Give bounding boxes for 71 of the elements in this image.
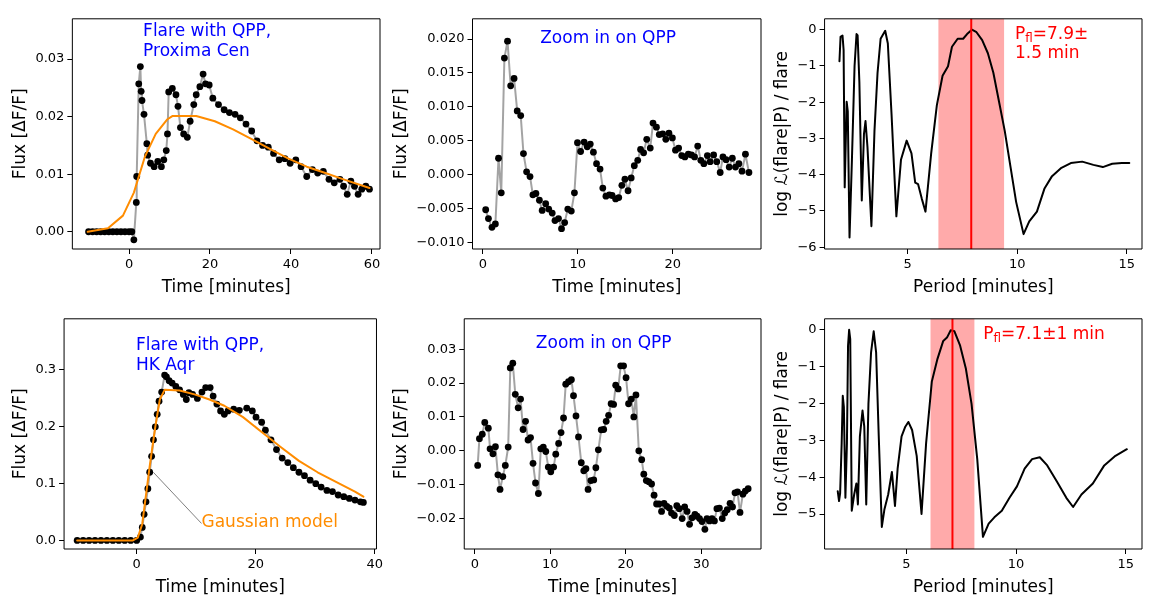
y-axis-title: Flux [ΔF/F]: [8, 88, 29, 180]
y-tick-label: −5: [797, 505, 817, 521]
y-tick-label: 0.3: [35, 361, 57, 377]
y-axis-title: log ℒ(flare|P) / flare: [770, 51, 791, 217]
y-tick-label: −4: [797, 166, 817, 182]
x-tick-label: 10: [1008, 256, 1026, 272]
y-tick-label: −1: [797, 57, 817, 73]
y-tick-label: −0.02: [416, 509, 457, 525]
x-axis-title: Period [minutes]: [913, 576, 1054, 597]
y-tick-label: −0.010: [416, 233, 465, 249]
annotation: Zoom in on QPP: [535, 331, 672, 352]
x-tick-label: 15: [1118, 256, 1135, 272]
x-axis-title: Period [minutes]: [913, 276, 1054, 297]
x-tick-label: 20: [664, 256, 682, 272]
y-tick-label: 0.03: [427, 340, 457, 356]
x-tick-label: 0: [478, 256, 488, 272]
y-tick-label: 0.03: [35, 50, 65, 66]
y-tick-label: 0: [808, 21, 817, 37]
y-tick-label: −1: [797, 358, 817, 374]
y-tick-label: 0.2: [35, 418, 57, 434]
y-tick-label: −0.01: [416, 476, 457, 492]
x-axis-title: Time [minutes]: [551, 276, 682, 297]
y-tick-label: −2: [797, 93, 817, 109]
y-axis-title: Flux [ΔF/F]: [8, 388, 29, 480]
x-tick-label: 10: [1007, 556, 1025, 572]
y-tick-label: −6: [797, 238, 817, 254]
x-tick-label: 10: [542, 556, 559, 572]
x-tick-label: 20: [617, 556, 635, 572]
y-tick-label: 0.00: [35, 223, 65, 239]
y-tick-label: −3: [797, 129, 817, 145]
y-tick-label: 0.01: [35, 165, 65, 181]
y-tick-label: 0.1: [35, 475, 57, 491]
annotation: Flare with QPP, HK Aqr: [135, 334, 265, 374]
x-tick-label: 5: [902, 556, 911, 572]
y-tick-label: 0.00: [427, 442, 457, 458]
x-axis-title: Time [minutes]: [160, 276, 291, 297]
y-tick-label: 0.02: [427, 374, 457, 390]
x-axis-title: Time [minutes]: [547, 576, 678, 597]
x-tick-label: 5: [903, 256, 912, 272]
y-tick-label: −3: [797, 431, 817, 447]
y-tick-label: 0.010: [427, 98, 465, 114]
y-tick-label: −5: [797, 202, 817, 218]
x-tick-label: 10: [569, 256, 587, 272]
y-tick-label: 0.0: [35, 531, 57, 547]
annotation: Zoom in on QPP: [540, 27, 676, 48]
x-tick-label: 60: [363, 256, 381, 272]
x-tick-label: 30: [693, 556, 710, 572]
x-tick-label: 40: [282, 256, 300, 272]
y-tick-label: −2: [797, 394, 817, 410]
x-tick-label: 20: [201, 256, 219, 272]
x-tick-label: 0: [470, 556, 479, 572]
y-tick-label: 0.02: [35, 108, 65, 124]
x-tick-label: 15: [1117, 556, 1135, 572]
y-tick-label: 0.01: [427, 408, 457, 424]
y-tick-label: −4: [797, 468, 817, 484]
y-tick-label: 0.005: [427, 132, 465, 148]
x-tick-label: 0: [124, 256, 134, 272]
y-axis-title: Flux [ΔF/F]: [389, 88, 410, 180]
y-tick-label: 0: [808, 321, 817, 337]
x-tick-label: 0: [132, 556, 141, 572]
y-tick-label: 0.015: [427, 64, 465, 80]
y-tick-label: −0.005: [416, 199, 465, 215]
y-tick-label: 0.020: [427, 30, 465, 46]
annotation: Flare with QPP, Proxima Cen: [143, 20, 272, 60]
annotation: Gaussian model: [201, 511, 338, 532]
y-tick-label: 0.000: [427, 165, 465, 181]
y-axis-title: log ℒ(flare|P) / flare: [770, 351, 791, 517]
x-tick-label: 40: [366, 556, 383, 572]
x-axis-title: Time [minutes]: [154, 576, 285, 597]
x-tick-label: 20: [247, 556, 264, 572]
y-axis-title: Flux [ΔF/F]: [389, 388, 410, 480]
